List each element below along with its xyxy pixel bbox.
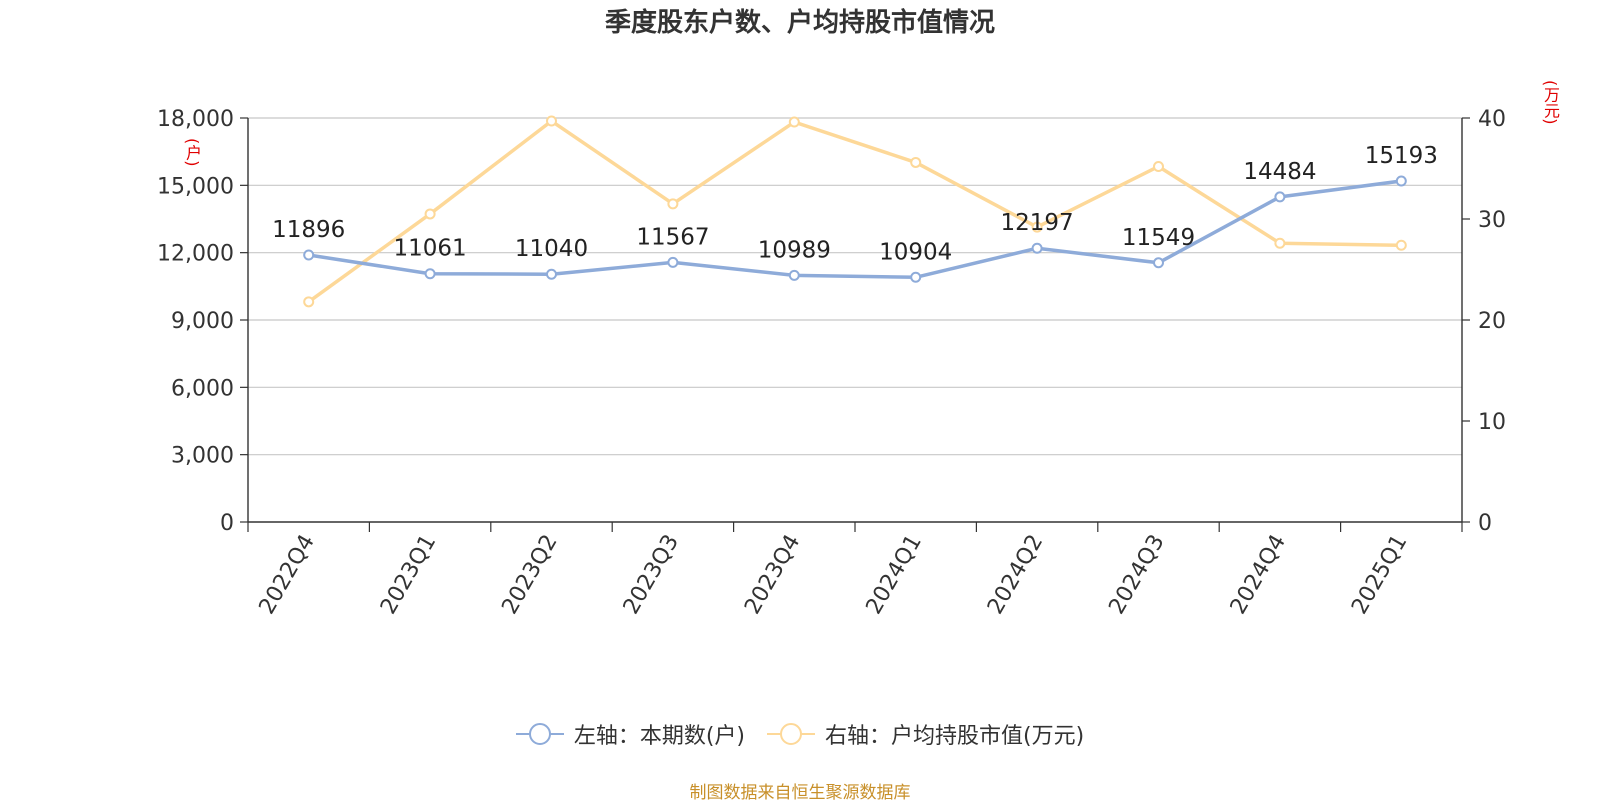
chart-title: 季度股东户数、户均持股市值情况	[604, 8, 995, 38]
data-label: 15193	[1365, 143, 1438, 169]
series-shareholder-count[interactable]	[303, 175, 1407, 283]
x-axis-tick-label: 2024Q4	[1226, 531, 1291, 619]
right-axis-tick-label: 30	[1478, 208, 1506, 233]
left-axis-tick-label: 15,000	[157, 174, 234, 199]
data-point	[1395, 239, 1407, 251]
x-axis-tick-label: 2023Q3	[619, 531, 684, 619]
data-label: 11896	[272, 217, 345, 243]
series-avg-holding-value[interactable]	[303, 115, 1407, 308]
data-point	[424, 268, 436, 280]
data-point	[788, 116, 800, 128]
data-point	[1031, 242, 1043, 254]
data-point	[788, 269, 800, 281]
data-label: 11061	[394, 236, 467, 262]
data-point	[546, 268, 557, 280]
x-axis-tick-label: 2023Q1	[376, 531, 441, 619]
x-axis-tick-label: 2024Q1	[862, 531, 927, 619]
left-axis-tick-label: 18,000	[157, 107, 234, 132]
data-point	[667, 198, 679, 210]
data-point	[1274, 237, 1286, 249]
legend-item-shareholder-count[interactable]: 左轴：本期数(户)	[515, 718, 745, 750]
left-axis-tick-label: 12,000	[157, 242, 234, 267]
data-point	[303, 296, 315, 308]
data-point	[1153, 257, 1164, 269]
legend: 左轴：本期数(户) 右轴：户均持股市值(万元)	[0, 718, 1600, 750]
data-point	[910, 156, 922, 168]
legend-label: 右轴：户均持股市值(万元)	[825, 724, 1085, 749]
x-axis-tick-label: 2022Q4	[255, 531, 320, 619]
right-axis-tick-label: 40	[1478, 107, 1506, 132]
left-axis-tick-label: 3,000	[171, 444, 234, 469]
data-labels: 11896 11061 11040 11567 10989 10904 12197 11549…	[272, 143, 1438, 265]
left-axis-tick-label: 9,000	[171, 309, 234, 334]
x-axis-tick-label: 2024Q3	[1104, 531, 1169, 619]
right-axis-unit: (万元)	[1541, 80, 1560, 125]
right-axis-tick-label: 0	[1478, 511, 1492, 536]
left-axis-tick-label: 6,000	[171, 376, 234, 401]
data-point	[424, 208, 436, 220]
data-label: 10989	[758, 237, 831, 263]
series-line	[307, 119, 1402, 304]
source-note: 制图数据来自恒生聚源数据库	[689, 783, 911, 803]
legend-item-avg-holding-value[interactable]: 右轴：户均持股市值(万元)	[767, 718, 1084, 750]
x-axis-tick-label: 2025Q1	[1347, 531, 1412, 619]
data-label: 14484	[1243, 159, 1316, 185]
data-label: 12197	[1001, 210, 1074, 236]
x-axis-tick-label: 2023Q2	[497, 531, 562, 619]
legend-label: 左轴：本期数(户)	[573, 724, 745, 749]
left-axis-tick-label: 0	[220, 511, 234, 536]
grid-lines	[248, 117, 1462, 456]
data-label: 11567	[636, 224, 709, 250]
x-axis-tick-label: 2023Q4	[740, 531, 805, 619]
right-axis-tick-label: 10	[1478, 410, 1506, 435]
legend-line-circle-icon	[515, 722, 564, 746]
data-point	[1395, 175, 1407, 187]
data-label: 10904	[879, 239, 952, 265]
data-point	[667, 256, 679, 268]
legend-line-circle-icon	[767, 722, 815, 746]
data-point	[1031, 221, 1043, 233]
data-point	[546, 115, 557, 127]
data-point	[910, 271, 922, 283]
x-axis-tick-label: 2024Q2	[983, 531, 1048, 619]
series-line	[308, 179, 1402, 280]
data-label: 11549	[1122, 225, 1195, 251]
data-point	[303, 249, 315, 261]
data-label: 11040	[515, 236, 588, 262]
right-axis-tick-label: 20	[1478, 309, 1506, 334]
data-point	[1274, 191, 1286, 203]
data-point	[1153, 160, 1164, 172]
left-axis-unit: (户)	[183, 138, 202, 167]
